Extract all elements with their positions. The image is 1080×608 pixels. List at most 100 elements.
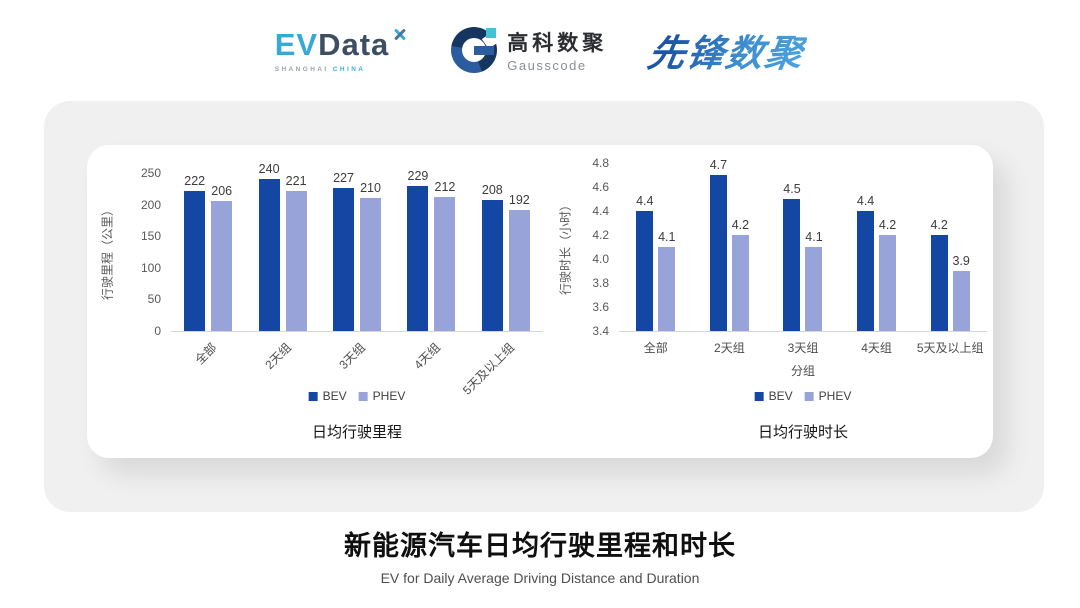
gausscode-logo: 高科数聚 Gausscode (451, 27, 607, 73)
bev-bar: 4.7 (710, 158, 727, 331)
evdata-logo: EV Data SHANGHAI CHINA (275, 27, 410, 73)
bar-value-label: 210 (360, 181, 381, 196)
bev-bar: 4.2 (930, 218, 948, 331)
y-tick-label: 4.6 (592, 180, 609, 194)
y-tick-label: 250 (140, 166, 161, 180)
duration-chart: 行驶时长（小时） 4.8 4.6 4.4 4.2 4.0 3.8 3.6 3.4 4.4 4.1 4.… (549, 156, 987, 457)
bar-value-label: 4.1 (805, 230, 823, 244)
chart-title: 日均行驶时长 (757, 424, 849, 441)
evdata-china-text: CHINA (332, 66, 366, 73)
bar-value-label: 229 (407, 169, 429, 184)
y-tick-label: 3.8 (592, 276, 609, 290)
phev-bar: 206 (211, 184, 233, 331)
bev-bar: 229 (407, 169, 429, 331)
legend: BEV PHEV (754, 389, 852, 403)
bar-group: 208 192 (469, 183, 543, 331)
legend: BEV PHEV (308, 389, 406, 403)
bar-group: 4.2 3.9 (913, 218, 987, 331)
x-category-label: 3天组 (336, 340, 369, 373)
bar-value-label: 4.5 (783, 182, 801, 196)
x-category-label: 全部 (192, 340, 220, 368)
y-tick-label: 4.4 (592, 204, 609, 218)
y-tick-label: 4.0 (592, 252, 609, 266)
gausscode-cn-text: 高科数聚 (507, 32, 608, 55)
bev-bar: 222 (184, 174, 206, 331)
bar-group: 227 210 (320, 171, 394, 331)
legend-item-phev: PHEV (804, 389, 852, 403)
chart-title: 日均行驶里程 (311, 424, 403, 441)
bar-value-label: 240 (258, 162, 280, 177)
phev-bar: 3.9 (952, 254, 970, 331)
bar-group: 4.5 4.1 (766, 182, 840, 331)
legend-item-phev: PHEV (358, 389, 406, 403)
bar-value-label: 208 (481, 182, 503, 197)
bar-group: 4.4 4.1 (619, 194, 693, 331)
pioneer-logo: 先锋数聚 (645, 23, 808, 77)
phev-bar: 4.2 (879, 218, 896, 331)
y-tick-label: 150 (140, 229, 161, 244)
plot-area: 222 206 240 221 227 210 229 212 208 192 全部 2天组 3天组 4天… (171, 162, 543, 397)
legend-item-bev: BEV (308, 389, 347, 403)
x-category-label: 全部 (643, 341, 668, 355)
bar-value-label: 4.4 (856, 194, 875, 208)
evdata-logo-subtext: SHANGHAI CHINA (275, 66, 366, 73)
phev-bar: 192 (508, 193, 530, 331)
bev-bar: 4.4 (636, 194, 653, 331)
legend-label: PHEV (372, 389, 406, 403)
bar-value-label: 222 (184, 173, 206, 188)
phev-bar: 4.2 (732, 218, 749, 331)
bar-groups: 222 206 240 221 227 210 229 212 208 192 (171, 162, 543, 331)
bev-bar: 208 (481, 183, 503, 331)
bar-group: 4.4 4.2 (840, 194, 914, 331)
bar-value-label: 212 (434, 180, 456, 195)
legend-swatch-bev (308, 391, 318, 401)
page-title: 新能源汽车日均行驶里程和时长 (344, 531, 736, 561)
gausscode-g-icon (451, 27, 501, 73)
legend-swatch-phev (804, 391, 814, 401)
footer: 新能源汽车日均行驶里程和时长 EV for Daily Average Driv… (0, 524, 1080, 586)
bar-groups: 4.4 4.1 4.7 4.2 4.5 4.1 4.4 4.2 4.2 3.9 (619, 158, 987, 331)
page-subtitle: EV for Daily Average Driving Distance an… (380, 570, 700, 586)
x-category-label: 5天及以上组 (460, 340, 518, 398)
x-category-label: 5天及以上组 (916, 341, 984, 355)
evdata-x-icon (391, 25, 409, 43)
x-category-label: 4天组 (411, 340, 443, 373)
bar-value-label: 206 (211, 183, 233, 198)
bev-bar: 227 (333, 171, 355, 331)
pioneer-logo-text: 先锋数聚 (645, 23, 811, 77)
y-tick-label: 4.8 (592, 156, 609, 170)
legend-swatch-phev (358, 391, 368, 401)
y-tick-label: 100 (140, 260, 161, 275)
y-tick-label: 3.4 (592, 324, 609, 338)
y-tick-label: 50 (147, 292, 161, 307)
evdata-logo-data-text: Data (318, 27, 390, 62)
y-tick-label: 4.2 (592, 228, 609, 242)
x-category-label: 4天组 (861, 341, 892, 355)
bar-value-label: 4.7 (709, 158, 728, 172)
bev-bar: 4.5 (783, 182, 801, 331)
legend-item-bev: BEV (754, 389, 793, 403)
plot-area: 4.4 4.1 4.7 4.2 4.5 4.1 4.4 4.2 4.2 3.9 全部 2天组 3天组 4天… (619, 158, 987, 355)
y-tick-label: 3.6 (592, 300, 609, 314)
bar-group: 229 212 (394, 169, 468, 331)
phev-bar: 221 (285, 174, 307, 331)
chart-panel: 行驶里程（公里） 250 200 150 100 50 0 222 206 240 221 227 21… (44, 101, 1044, 512)
x-axis-title: 分组 (790, 364, 816, 378)
legend-label: BEV (322, 389, 347, 403)
bar-value-label: 4.4 (636, 194, 654, 208)
y-tick-label: 200 (140, 197, 161, 212)
distance-chart: 行驶里程（公里） 250 200 150 100 50 0 222 206 240 221 227 21… (95, 157, 547, 457)
bar-value-label: 4.2 (930, 218, 948, 232)
y-tick-label: 0 (154, 324, 161, 338)
phev-bar: 4.1 (805, 230, 823, 331)
bar-group: 4.7 4.2 (693, 158, 767, 331)
legend-label: PHEV (818, 389, 852, 403)
x-category-label: 3天组 (787, 341, 819, 355)
phev-bar: 210 (360, 181, 382, 331)
bar-value-label: 4.1 (658, 230, 676, 244)
chart-card: 行驶里程（公里） 250 200 150 100 50 0 222 206 240 221 227 21… (87, 145, 993, 458)
bev-bar: 240 (258, 162, 280, 331)
phev-bar: 4.1 (658, 230, 675, 331)
bar-group: 240 221 (245, 162, 319, 331)
bev-bar: 4.4 (857, 194, 874, 331)
